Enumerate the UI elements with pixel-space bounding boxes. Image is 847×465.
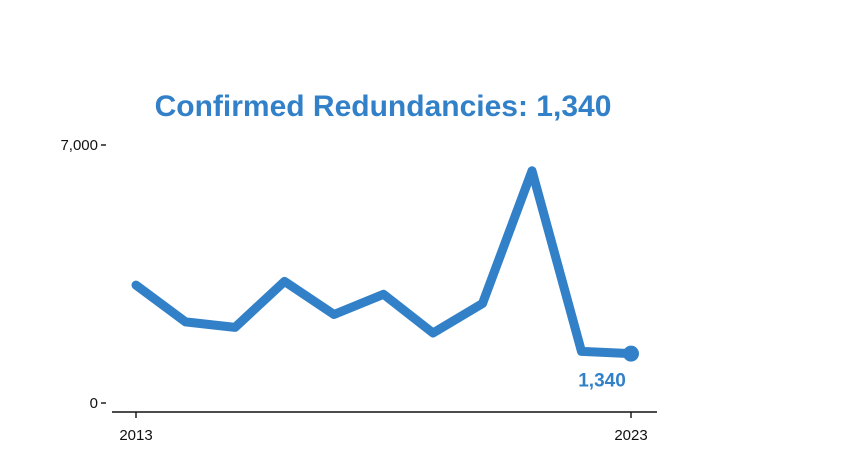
x-tick-label: 2013	[119, 427, 152, 444]
x-tick-label: 2023	[614, 427, 647, 444]
end-point-marker	[623, 345, 639, 362]
y-tick-label: 0	[90, 395, 98, 412]
end-value-label: 1,340	[578, 371, 626, 392]
series-line	[131, 166, 636, 359]
y-tick-label: 7,000	[60, 137, 98, 154]
series-layer	[131, 166, 639, 362]
labels-layer: 1,340	[578, 371, 626, 392]
chart-title: Confirmed Redundancies: 1,340	[155, 90, 612, 123]
axes: 0 7,000 2013 2023	[60, 137, 657, 444]
